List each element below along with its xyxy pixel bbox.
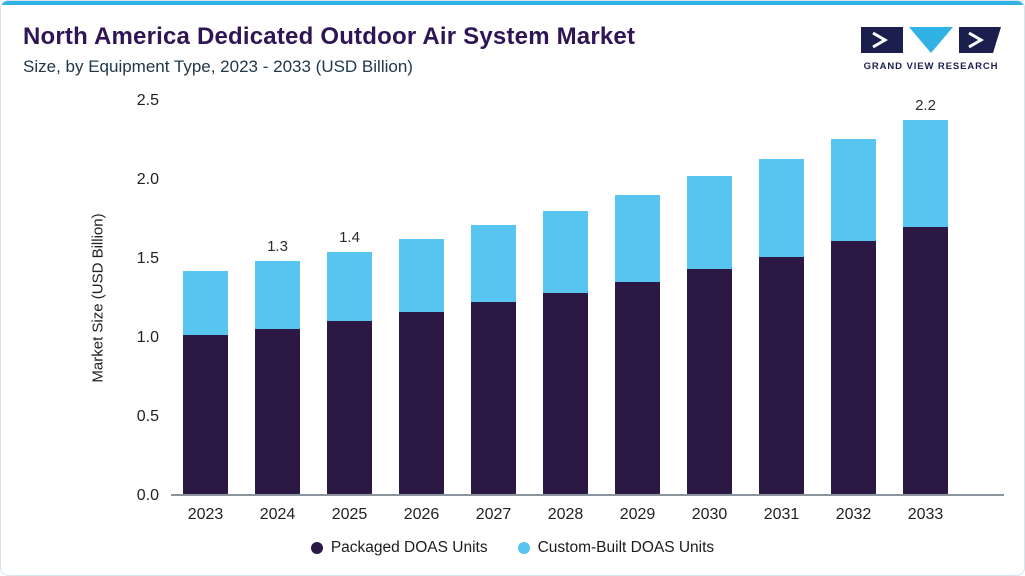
bar-segment-packaged-2033: [903, 226, 948, 494]
legend-label-packaged: Packaged DOAS Units: [330, 539, 488, 556]
bar-group-2026: [399, 101, 444, 494]
bar-segment-packaged-2029: [615, 281, 660, 494]
bar-group-2030: [687, 101, 732, 494]
bar-segment-packaged-2023: [183, 335, 228, 494]
top-accent-bar: [1, 1, 1024, 5]
x-axis-label-2026: 2026: [403, 506, 440, 523]
bar-value-label: 2.2: [915, 96, 936, 114]
bar-group-2031: [759, 101, 804, 494]
bar-segment-packaged-2024: [255, 328, 300, 494]
x-axis-label-2023: 2023: [187, 506, 224, 523]
bar-segment-packaged-2025: [327, 321, 372, 494]
bar-group-2024: 1.3: [255, 101, 300, 494]
bar-group-2029: [615, 101, 660, 494]
x-axis-label-2029: 2029: [619, 506, 656, 523]
bar-value-label: 1.4: [339, 228, 360, 246]
bar-group-2033: 2.2: [903, 97, 948, 494]
bar-group-2025: 1.4: [327, 101, 372, 494]
x-axis-label-2030: 2030: [691, 506, 728, 523]
gvr-logo-icon: [861, 27, 1001, 53]
bar-segment-custom-2025: [327, 251, 372, 322]
bar-group-2032: [831, 101, 876, 494]
bar-value-label: [615, 172, 660, 190]
y-axis-tick-label: 2.0: [136, 171, 159, 188]
bar-value-label: 1.3: [267, 238, 288, 256]
bar-value-label: [543, 188, 588, 206]
plot-area: 1.3 1.4 2.2: [171, 97, 1004, 496]
bar-segment-packaged-2031: [759, 256, 804, 494]
bar-value-label: [759, 136, 804, 154]
x-axis-label-2032: 2032: [835, 506, 872, 523]
chart-legend: Packaged DOAS Units Custom-Built DOAS Un…: [1, 539, 1024, 557]
x-axis-label-2031: 2031: [763, 506, 800, 523]
bar-group-2023: [183, 101, 228, 494]
bar-segment-custom-2028: [543, 211, 588, 293]
bar-segment-custom-2031: [759, 159, 804, 257]
bar-segment-packaged-2032: [831, 240, 876, 494]
logo-text: GRAND VIEW RESEARCH: [863, 61, 999, 72]
y-axis-tick-label: 1.5: [136, 250, 159, 267]
x-axis-labels: 2023 2024 2025 2026 2027 2028 2029 2030 2031 2032…: [171, 506, 1004, 524]
legend-label-custom: Custom-Built DOAS Units: [537, 539, 715, 556]
x-axis-label-2024: 2024: [259, 506, 296, 523]
bar-segment-custom-2026: [399, 239, 444, 312]
bar-segment-packaged-2030: [687, 269, 732, 494]
legend-swatch-custom: [517, 542, 530, 554]
chart-title: North America Dedicated Outdoor Air Syst…: [23, 23, 636, 50]
y-axis-ticks: 0.0 0.5 1.0 1.5 2.0 2.5: [101, 92, 159, 504]
bar-segment-packaged-2026: [399, 311, 444, 494]
bar-segment-custom-2032: [831, 138, 876, 241]
x-axis-label-2025: 2025: [331, 506, 368, 523]
x-axis-label-2027: 2027: [475, 506, 512, 523]
legend-item-packaged: Packaged DOAS Units: [310, 539, 488, 557]
y-axis-tick-label: 2.5: [136, 92, 159, 109]
bar-value-label: [183, 248, 228, 266]
y-axis-tick-label: 1.0: [136, 329, 159, 346]
legend-item-custom: Custom-Built DOAS Units: [517, 539, 715, 557]
bar-segment-packaged-2027: [471, 302, 516, 494]
y-axis-tick-label: 0.5: [136, 408, 159, 425]
chart-subtitle: Size, by Equipment Type, 2023 - 2033 (US…: [23, 57, 413, 76]
x-axis-label-2033: 2033: [907, 506, 944, 523]
legend-swatch-packaged: [310, 542, 323, 554]
bar-segment-custom-2029: [615, 195, 660, 282]
bar-value-label: [471, 202, 516, 220]
bar-value-label: [687, 153, 732, 171]
bar-segment-custom-2033: [903, 119, 948, 227]
bar-segment-packaged-2028: [543, 292, 588, 494]
bar-value-label: [399, 216, 444, 234]
bar-segment-custom-2023: [183, 270, 228, 336]
bar-segment-custom-2024: [255, 261, 300, 329]
y-axis-tick-label: 0.0: [136, 487, 159, 504]
grand-view-research-logo: GRAND VIEW RESEARCH: [856, 27, 1006, 72]
bar-group-2028: [543, 101, 588, 494]
bar-value-label: [831, 116, 876, 134]
chart-header: North America Dedicated Outdoor Air Syst…: [23, 23, 635, 77]
bar-segment-custom-2030: [687, 176, 732, 270]
bar-segment-custom-2027: [471, 225, 516, 303]
bar-group-2027: [471, 101, 516, 494]
x-axis-label-2028: 2028: [547, 506, 584, 523]
